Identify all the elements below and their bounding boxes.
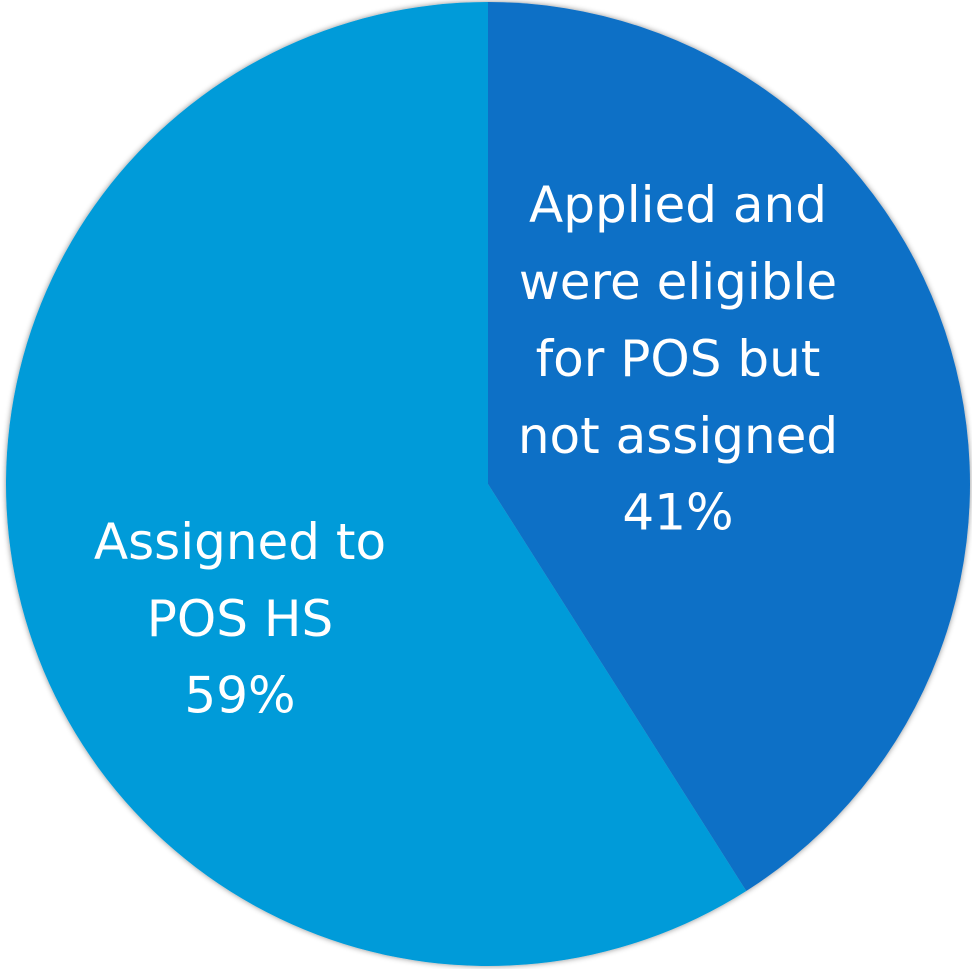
pie <box>5 2 970 966</box>
slice-value-label: 41% <box>622 484 733 542</box>
pie-slice <box>488 2 970 891</box>
slice-value-label: 59% <box>184 667 295 725</box>
pie-slice <box>5 2 747 966</box>
slice-label: Assigned to POS HS <box>94 513 386 648</box>
slice-label: Applied and were eligible for POS but not a… <box>518 176 838 465</box>
